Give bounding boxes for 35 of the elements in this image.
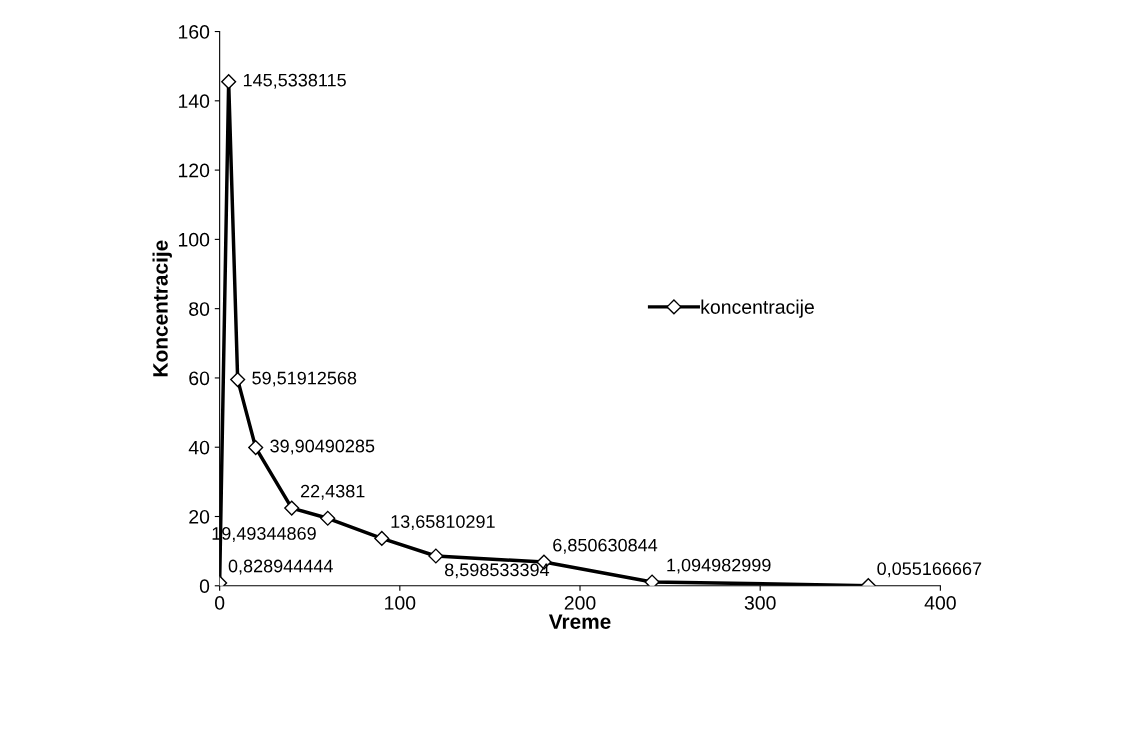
data-label: 6,850630844 (553, 538, 658, 554)
data-label: 145,5338115 (243, 73, 346, 89)
y-tick-label: 0 (199, 579, 210, 594)
y-tick-label: 160 (178, 25, 210, 39)
point (644, 574, 660, 586)
y-tick-label: 120 (178, 163, 210, 178)
y-tick-label: 100 (178, 232, 210, 247)
y-tick-label: 140 (178, 94, 210, 109)
point (428, 548, 444, 564)
point (374, 530, 390, 547)
x-tick-label: 200 (564, 596, 596, 610)
data-label: 59,51912568 (252, 371, 357, 387)
x-axis-title: Vreme (548, 614, 611, 629)
x-tick-label: 100 (385, 596, 416, 610)
data-label: 13,65810291 (391, 515, 495, 531)
data-label: 22,4381 (300, 484, 365, 500)
point (248, 439, 264, 456)
data-label: 0,055166667 (877, 562, 982, 578)
point (221, 74, 237, 90)
data-label: 1,094982999 (667, 558, 771, 574)
point (284, 500, 300, 516)
data-label: 39,90490285 (270, 439, 375, 455)
point (230, 372, 246, 388)
y-tick-label: 60 (189, 371, 210, 386)
y-tick-label: 20 (189, 509, 210, 524)
x-tick-label: 0 (215, 596, 225, 610)
x-tick-label: 400 (924, 596, 956, 610)
y-axis-title: Koncentracije (152, 240, 172, 377)
point (320, 510, 336, 526)
data-label: 0,828944444 (228, 559, 333, 575)
x-tick-label: 300 (744, 596, 776, 610)
legend-label: koncentracije (701, 299, 814, 318)
y-tick-label: 40 (188, 440, 210, 455)
y-tick-label: 80 (189, 302, 210, 316)
data-label: 8,598533394 (444, 563, 550, 579)
